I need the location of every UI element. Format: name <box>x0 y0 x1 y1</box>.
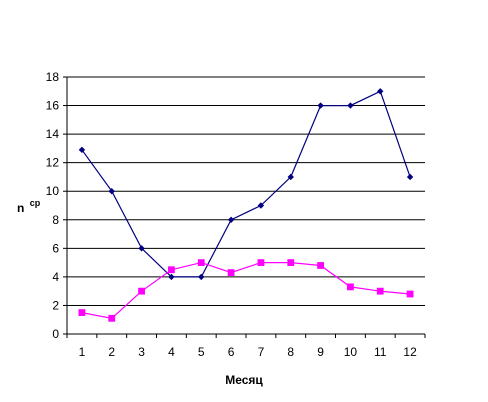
x-tick-label: 6 <box>228 345 235 359</box>
y-axis-title-main: n <box>17 201 24 215</box>
x-tick-label: 11 <box>374 345 387 359</box>
x-tick-label: 2 <box>108 345 115 359</box>
series-1-point <box>138 245 145 252</box>
axes <box>63 76 426 338</box>
series-2-point <box>78 309 86 316</box>
series-2-point <box>406 290 414 298</box>
x-tick-label: 5 <box>198 345 205 359</box>
series-2-point <box>257 259 265 267</box>
y-tick-label: 12 <box>46 156 60 170</box>
series-2-point <box>347 283 354 291</box>
series-2-point <box>197 259 205 267</box>
series-2-point <box>227 269 235 277</box>
y-tick-label: 16 <box>46 99 60 113</box>
series-1-point <box>227 216 235 223</box>
series-1-point <box>108 188 115 195</box>
series-2-point <box>168 266 175 274</box>
y-tick-label: 10 <box>46 184 60 198</box>
series-line-2 <box>81 261 411 319</box>
y-tick-label: 18 <box>46 70 60 84</box>
x-tick-label: 1 <box>79 345 86 359</box>
y-tick-label: 0 <box>52 327 59 341</box>
series-1-point <box>406 173 414 181</box>
series-1-point <box>317 102 324 109</box>
y-axis-title: n ср <box>17 198 41 216</box>
series-2-point <box>376 287 384 295</box>
x-tick-label: 4 <box>168 345 175 359</box>
series-group <box>78 88 414 322</box>
x-tick-label: 3 <box>138 345 145 359</box>
series-1-point <box>198 273 205 281</box>
gridlines <box>67 76 425 306</box>
series-1-point <box>78 146 86 154</box>
series-1-point <box>168 273 175 281</box>
x-tick-label: 12 <box>403 345 417 359</box>
x-tick-label: 8 <box>287 345 294 359</box>
series-line-1 <box>81 90 411 278</box>
y-tick-label: 14 <box>46 127 60 141</box>
series-2-point <box>138 287 145 295</box>
series-1-point <box>257 202 265 209</box>
series-2-point <box>317 262 324 269</box>
y-tick-label: 8 <box>52 213 59 227</box>
x-tick-label: 7 <box>258 345 265 359</box>
series-1-point <box>287 173 294 181</box>
series-2-point <box>108 314 116 322</box>
x-tick-label: 10 <box>344 345 358 359</box>
y-tick-label: 4 <box>52 270 59 284</box>
y-tick-label: 6 <box>52 241 59 255</box>
series-1-point <box>377 88 384 95</box>
series-2-point <box>287 259 295 267</box>
y-axis-title-superscript: ср <box>30 198 41 208</box>
y-tick-label: 2 <box>52 298 59 312</box>
series-1-point <box>347 102 354 109</box>
x-tick-label: 9 <box>317 345 324 359</box>
x-axis-title: Месяц <box>225 373 263 387</box>
